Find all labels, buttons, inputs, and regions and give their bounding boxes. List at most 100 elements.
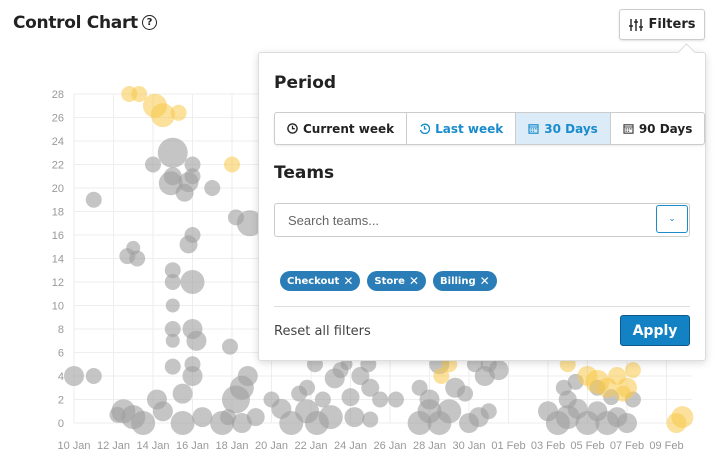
x-tick-label: 09 Feb bbox=[649, 440, 683, 452]
data-point-outlier bbox=[131, 86, 148, 102]
data-point-normal bbox=[411, 379, 428, 396]
data-point-normal bbox=[85, 191, 102, 208]
y-tick-label: 20 bbox=[52, 183, 64, 195]
y-tick-label: 8 bbox=[58, 324, 64, 336]
close-icon[interactable]: ✕ bbox=[479, 274, 490, 288]
y-tick-label: 16 bbox=[52, 230, 64, 242]
data-point-normal bbox=[341, 388, 360, 407]
data-point-normal bbox=[85, 368, 102, 384]
data-point-normal bbox=[164, 274, 181, 290]
data-point-outlier bbox=[671, 406, 694, 429]
chip-label: Billing bbox=[440, 275, 476, 287]
data-point-normal bbox=[164, 321, 181, 337]
data-point-normal bbox=[237, 366, 258, 386]
data-point-normal bbox=[146, 389, 167, 410]
data-point-normal bbox=[192, 407, 213, 428]
page-title: Control Chart? bbox=[13, 13, 157, 33]
y-tick-label: 4 bbox=[58, 371, 64, 383]
data-point-normal bbox=[165, 298, 180, 313]
data-point-outlier bbox=[150, 103, 175, 128]
x-tick-label: 26 Jan bbox=[373, 440, 406, 452]
data-point-normal bbox=[182, 366, 203, 386]
page-title-text: Control Chart bbox=[13, 13, 138, 33]
data-point-normal bbox=[109, 406, 126, 423]
team-search: ⌄ bbox=[274, 203, 690, 237]
data-point-normal bbox=[340, 358, 353, 371]
x-tick-label: 10 Jan bbox=[57, 440, 90, 452]
data-point-normal bbox=[129, 250, 146, 267]
y-tick-label: 28 bbox=[52, 89, 64, 101]
y-tick-label: 12 bbox=[52, 277, 64, 289]
reset-filters-link[interactable]: Reset all filters bbox=[274, 324, 371, 339]
apply-button[interactable]: Apply bbox=[620, 315, 690, 346]
data-point-normal bbox=[299, 379, 316, 396]
y-tick-label: 24 bbox=[52, 136, 64, 148]
data-point-normal bbox=[351, 367, 370, 385]
x-tick-label: 14 Jan bbox=[136, 440, 169, 452]
data-point-outlier bbox=[615, 385, 632, 402]
y-tick-label: 10 bbox=[52, 301, 64, 313]
data-point-outlier bbox=[170, 104, 187, 121]
x-tick-label: 28 Jan bbox=[413, 440, 446, 452]
data-point-normal bbox=[480, 403, 497, 420]
period-90-days[interactable]: 90 Days bbox=[611, 113, 705, 144]
filters-button[interactable]: Filters bbox=[619, 9, 705, 40]
data-point-normal bbox=[220, 409, 237, 426]
data-point-normal bbox=[324, 368, 345, 389]
period-current-week[interactable]: Current week bbox=[275, 113, 408, 144]
x-tick-label: 18 Jan bbox=[215, 440, 248, 452]
data-point-normal bbox=[419, 389, 440, 410]
period-label: 30 Days bbox=[544, 121, 598, 136]
chip-label: Store bbox=[374, 275, 405, 287]
data-point-normal bbox=[204, 180, 221, 196]
data-point-normal bbox=[457, 385, 474, 402]
y-tick-label: 2 bbox=[58, 395, 64, 407]
data-point-normal bbox=[314, 391, 331, 408]
data-point-normal bbox=[145, 156, 161, 173]
help-icon[interactable]: ? bbox=[141, 15, 157, 30]
data-point-normal bbox=[246, 408, 265, 427]
x-tick-label: 16 Jan bbox=[176, 440, 209, 452]
x-tick-label: 24 Jan bbox=[334, 440, 367, 452]
x-tick-label: 22 Jan bbox=[294, 440, 327, 452]
close-icon[interactable]: ✕ bbox=[408, 274, 420, 288]
data-point-normal bbox=[157, 137, 188, 168]
period-heading: Period bbox=[274, 73, 337, 93]
data-point-normal bbox=[163, 167, 182, 186]
x-tick-label: 30 Jan bbox=[452, 440, 485, 452]
data-point-normal bbox=[180, 270, 205, 294]
data-point-normal bbox=[344, 407, 365, 428]
team-search-input[interactable] bbox=[286, 212, 640, 229]
data-point-normal bbox=[222, 338, 239, 355]
data-point-normal bbox=[437, 399, 462, 424]
period-30-days[interactable]: 30 Days bbox=[516, 113, 611, 144]
data-point-normal bbox=[361, 378, 380, 397]
data-point-normal bbox=[372, 391, 389, 408]
period-last-week[interactable]: Last week bbox=[407, 113, 517, 144]
y-tick-label: 22 bbox=[52, 160, 64, 172]
data-point-normal bbox=[186, 330, 207, 351]
close-icon[interactable]: ✕ bbox=[343, 274, 354, 288]
y-tick-label: 0 bbox=[58, 418, 64, 430]
x-tick-label: 20 Jan bbox=[255, 440, 288, 452]
x-tick-label: 07 Feb bbox=[610, 440, 644, 452]
data-point-normal bbox=[567, 398, 588, 419]
x-tick-label: 01 Feb bbox=[491, 440, 525, 452]
teams-heading: Teams bbox=[274, 163, 335, 183]
data-point-normal bbox=[555, 379, 572, 396]
data-point-outlier bbox=[624, 362, 641, 379]
sliders-icon bbox=[628, 18, 643, 31]
chevron-down-icon[interactable]: ⌄ bbox=[656, 205, 688, 233]
team-chip-store: Store ✕ bbox=[367, 271, 427, 291]
calendar-icon bbox=[528, 124, 539, 134]
y-tick-label: 6 bbox=[58, 348, 64, 360]
period-label: 90 Days bbox=[638, 121, 693, 136]
period-label: Last week bbox=[435, 121, 504, 136]
data-point-outlier bbox=[433, 368, 450, 384]
data-point-normal bbox=[165, 333, 180, 348]
y-tick-label: 26 bbox=[52, 113, 64, 125]
history-icon bbox=[419, 123, 431, 134]
data-point-normal bbox=[170, 411, 195, 435]
period-selector: Current week Last week 30 Days 90 Days bbox=[274, 112, 706, 145]
x-tick-label: 05 Feb bbox=[570, 440, 604, 452]
